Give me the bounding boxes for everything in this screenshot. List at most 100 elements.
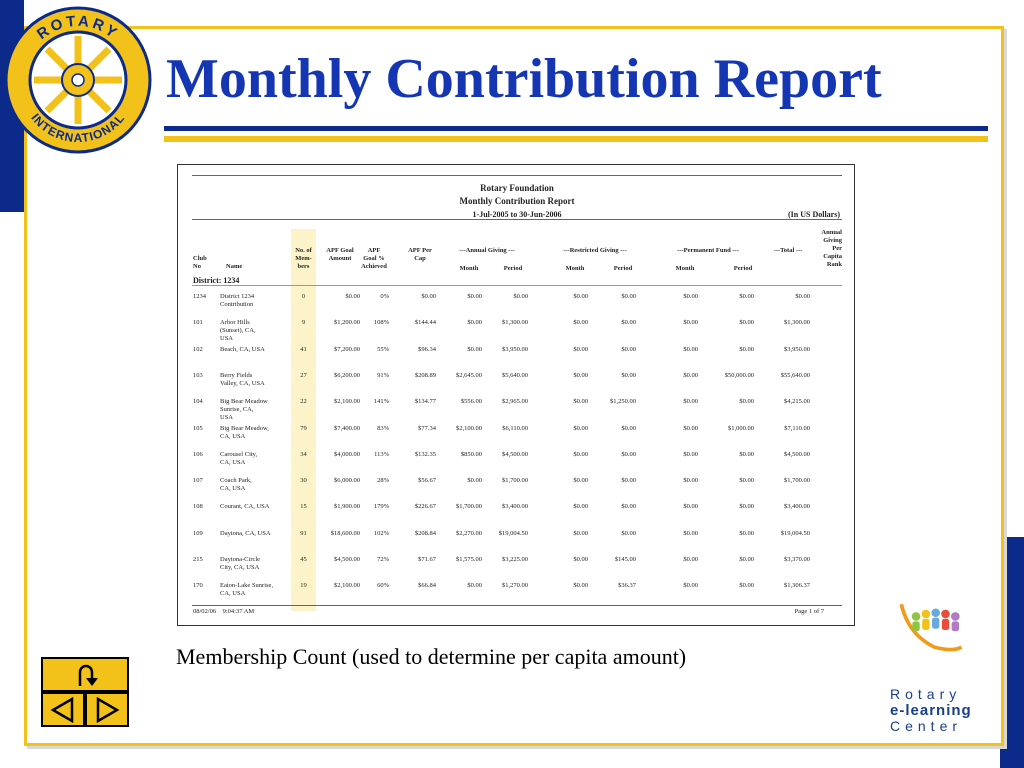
cell-member-count: 15 <box>300 503 307 511</box>
elearning-people-logo <box>899 603 963 652</box>
cell-restricted-period: $0.00 <box>621 371 636 379</box>
cell-apf-per-cap: $208.84 <box>414 529 436 537</box>
cell-total: $4,500.00 <box>784 450 810 458</box>
cell-total: $55,640.00 <box>780 371 810 379</box>
table-row: 104 Big Bear Meadow Sunrise, CA, USA 22 $2,… <box>178 398 856 424</box>
cell-member-count: 22 <box>300 398 307 406</box>
cell-permanent-period: $0.00 <box>739 529 754 537</box>
cell-restricted-period: $0.00 <box>621 450 636 458</box>
cell-member-count: 19 <box>300 582 307 590</box>
cell-restricted-month: $0.00 <box>573 293 588 300</box>
cell-club-no: 105 <box>193 424 203 432</box>
cell-club-name: Big Bear Meadow, CA, USA <box>220 424 269 440</box>
cell-permanent-period: $0.00 <box>739 319 754 327</box>
cell-total: $3,400.00 <box>784 503 810 511</box>
cell-permanent-period: $1,000.00 <box>728 424 754 432</box>
cell-permanent-month: $0.00 <box>683 503 698 511</box>
header-annual-period: Period <box>503 265 523 272</box>
table-row: 109 Daytona, CA, USA 91 $18,600.00 102% $208.… <box>178 530 856 556</box>
cell-apf-goal: $7,200.00 <box>334 345 360 353</box>
district-rule <box>192 285 842 286</box>
cell-annual-month: $2,100.00 <box>456 424 482 432</box>
district-label: District: 1234 <box>193 276 240 285</box>
cell-annual-period: $3,225.00 <box>502 556 528 563</box>
cell-permanent-month: $0.00 <box>683 582 698 590</box>
cell-annual-month: $0.00 <box>467 477 482 485</box>
cell-annual-period: $1,300.00 <box>502 319 528 327</box>
cell-permanent-month: $0.00 <box>683 371 698 379</box>
cell-permanent-month: $0.00 <box>683 529 698 537</box>
cell-restricted-period: $145.00 <box>614 556 636 563</box>
cell-apf-per-cap: $208.89 <box>414 371 436 379</box>
navigation-controls <box>41 657 129 727</box>
cell-restricted-period: $0.00 <box>621 345 636 353</box>
cell-permanent-month: $0.00 <box>683 345 698 353</box>
next-slide-button[interactable] <box>85 692 129 727</box>
cell-restricted-month: $0.00 <box>573 371 588 379</box>
table-row: 215 Daytona-Circle City, CA, USA 45 $4,500.… <box>178 556 856 582</box>
cell-apf-pct: 28% <box>377 477 389 485</box>
cell-club-name: District 1234 Contribution <box>220 293 255 308</box>
cell-apf-per-cap: $96.34 <box>418 345 436 353</box>
header-permanent-fund: ---Permanent Fund --- <box>677 247 739 254</box>
cell-annual-period: $3,400.00 <box>502 503 528 511</box>
cell-annual-month: $1,575.00 <box>456 556 482 563</box>
cell-permanent-month: $0.00 <box>683 477 698 485</box>
cell-restricted-period: $0.00 <box>621 477 636 485</box>
previous-slide-button[interactable] <box>41 692 85 727</box>
header-members: No. of Mem- bers <box>295 247 312 270</box>
cell-restricted-period: $0.00 <box>621 503 636 511</box>
cell-club-no: 215 <box>193 556 203 563</box>
return-button[interactable] <box>41 657 129 692</box>
cell-club-name: Daytona, CA, USA <box>220 529 271 537</box>
cell-permanent-month: $0.00 <box>683 319 698 327</box>
cell-annual-period: $19,004.50 <box>498 529 528 537</box>
report-footer-date: 08/02/06 9:04:37 AM <box>193 608 255 615</box>
cell-restricted-period: $0.00 <box>621 424 636 432</box>
membership-column-highlight <box>291 229 316 611</box>
report-footer-rule <box>192 605 842 606</box>
cell-club-name: Beach, CA, USA <box>220 345 265 353</box>
cell-apf-per-cap: $0.00 <box>421 293 436 300</box>
table-row: 102 Beach, CA, USA 41 $7,200.00 55% $96.34 $0.… <box>178 346 856 372</box>
report-document: Rotary Foundation Monthly Contribution R… <box>177 164 855 626</box>
cell-restricted-period: $1,250.00 <box>610 398 636 406</box>
cell-permanent-period: $0.00 <box>739 556 754 563</box>
report-header-rule <box>192 219 842 220</box>
cell-annual-month: $2,270.00 <box>456 529 482 537</box>
header-annual-month: Month <box>459 265 479 272</box>
table-row: 107 Coach Park, CA, USA 30 $6,000.00 28% $56.… <box>178 477 856 503</box>
cell-apf-per-cap: $144.44 <box>414 319 436 327</box>
table-row: 108 Courant, CA, USA 15 $1,900.00 179% $226.6… <box>178 503 856 529</box>
report-name: Monthly Contribution Report <box>459 196 575 206</box>
report-footer-page: Page 1 of 7 <box>794 608 824 615</box>
cell-apf-per-cap: $77.34 <box>418 424 436 432</box>
header-restricted-period: Period <box>613 265 633 272</box>
cell-total: $3,950.00 <box>784 345 810 353</box>
cell-permanent-period: $0.00 <box>739 503 754 511</box>
cell-club-no: 1234 <box>193 293 206 300</box>
cell-permanent-period: $50,000.00 <box>724 371 754 379</box>
cell-club-no: 103 <box>193 371 203 379</box>
cell-apf-pct: 113% <box>374 450 389 458</box>
cell-permanent-period: $0.00 <box>739 477 754 485</box>
cell-club-name: Berry Fields Valley, CA, USA <box>220 371 265 387</box>
cell-apf-pct: 83% <box>377 424 389 432</box>
cell-apf-goal: $1,900.00 <box>334 503 360 511</box>
table-row: 105 Big Bear Meadow, CA, USA 79 $7,400.00 83… <box>178 425 856 451</box>
cell-apf-pct: 141% <box>373 398 389 406</box>
cell-member-count: 34 <box>300 450 307 458</box>
cell-annual-month: $0.00 <box>467 345 482 353</box>
cell-club-name: Carousel City, CA, USA <box>220 450 258 466</box>
table-row: 103 Berry Fields Valley, CA, USA 27 $6,200.… <box>178 372 856 398</box>
cell-restricted-month: $0.00 <box>573 450 588 458</box>
cell-restricted-month: $0.00 <box>573 424 588 432</box>
cell-annual-month: $0.00 <box>467 293 482 300</box>
elearning-line2: e-learning <box>890 702 972 719</box>
cell-apf-per-cap: $56.67 <box>418 477 436 485</box>
header-restricted-month: Month <box>565 265 585 272</box>
cell-apf-goal: $1,200.00 <box>334 319 360 327</box>
table-row: 106 Carousel City, CA, USA 34 $4,000.00 113%… <box>178 451 856 477</box>
cell-restricted-month: $0.00 <box>573 556 588 563</box>
report-top-rule <box>192 175 842 176</box>
